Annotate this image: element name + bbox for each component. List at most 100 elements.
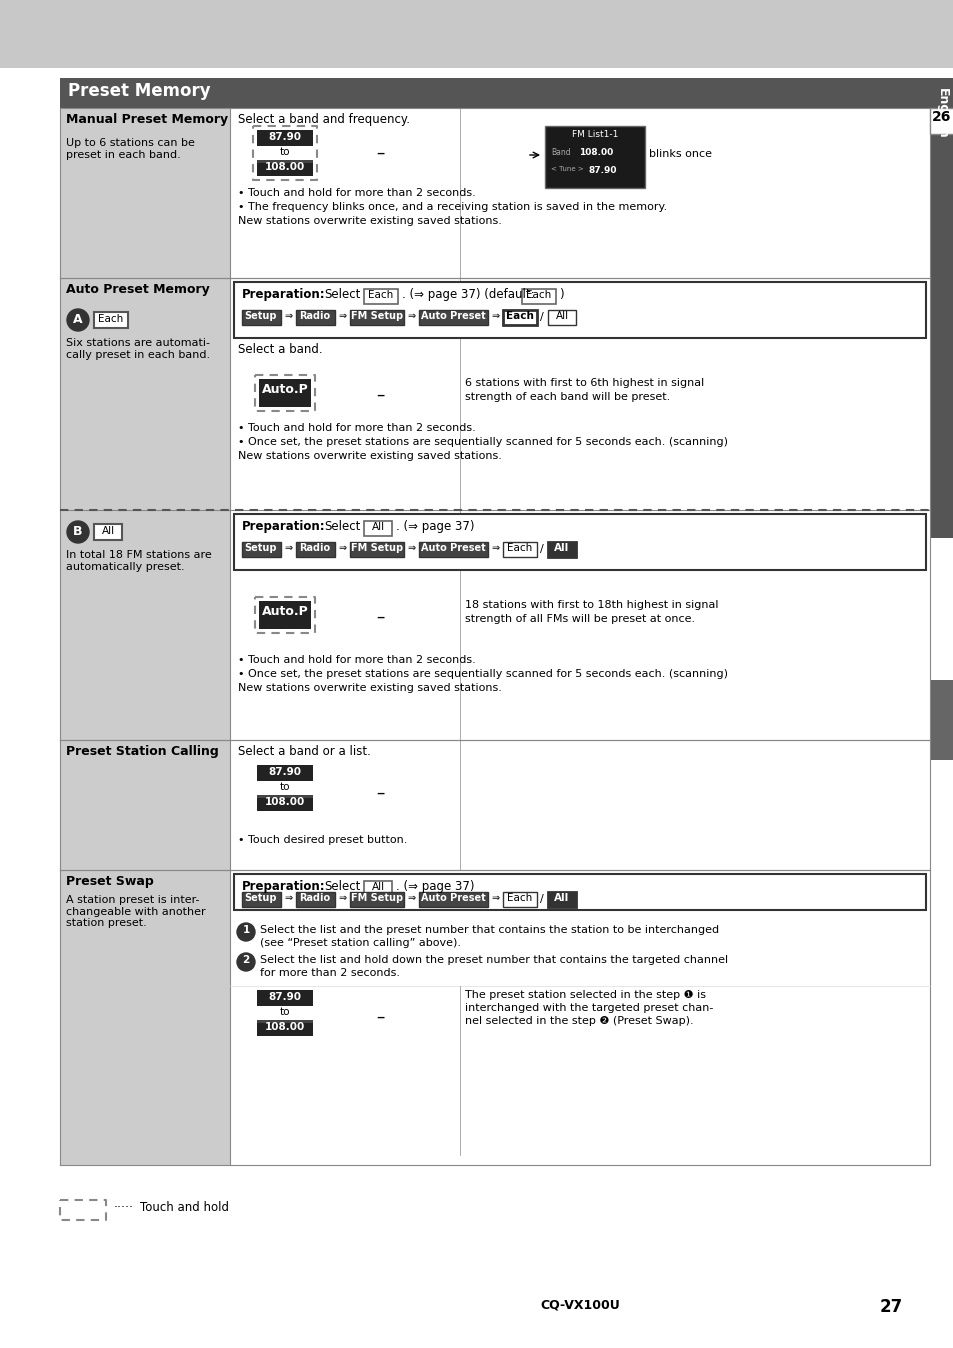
- Bar: [256, 129, 313, 146]
- Text: • Touch and hold for more than 2 seconds.: • Touch and hold for more than 2 seconds…: [237, 423, 476, 433]
- Text: ⇒: ⇒: [491, 311, 498, 321]
- Text: A station preset is inter-
changeable with another
station preset.: A station preset is inter- changeable wi…: [66, 895, 206, 929]
- Bar: [364, 882, 392, 896]
- Bar: [502, 310, 537, 325]
- Text: 1: 1: [242, 925, 250, 936]
- Text: • The frequency blinks once, and a receiving station is saved in the memory.: • The frequency blinks once, and a recei…: [237, 202, 666, 212]
- Text: Select: Select: [324, 520, 360, 532]
- Text: All: All: [554, 892, 569, 903]
- Text: B: B: [73, 524, 83, 538]
- Bar: [295, 542, 335, 557]
- Text: Each: Each: [98, 314, 124, 324]
- Bar: [242, 892, 281, 907]
- Bar: [547, 310, 576, 325]
- Text: Auto Preset: Auto Preset: [420, 543, 485, 553]
- Bar: [521, 288, 556, 305]
- Text: ⇒: ⇒: [407, 543, 415, 553]
- Text: 87.90: 87.90: [268, 992, 301, 1002]
- Text: Six stations are automati-
cally preset in each band.: Six stations are automati- cally preset …: [66, 338, 210, 360]
- Bar: [60, 108, 230, 278]
- Text: strength of all FMs will be preset at once.: strength of all FMs will be preset at on…: [464, 613, 695, 624]
- Bar: [256, 160, 313, 177]
- Text: • Touch and hold for more than 2 seconds.: • Touch and hold for more than 2 seconds…: [237, 187, 476, 198]
- Text: Setup: Setup: [245, 892, 277, 903]
- Text: Auto.P: Auto.P: [261, 383, 308, 396]
- Text: Radio: Radio: [299, 311, 331, 321]
- Bar: [418, 892, 488, 907]
- Circle shape: [67, 520, 89, 543]
- Text: ⇒: ⇒: [491, 543, 498, 553]
- Text: Auto Preset: Auto Preset: [420, 311, 485, 321]
- Text: Up to 6 stations can be
preset in each band.: Up to 6 stations can be preset in each b…: [66, 137, 194, 159]
- Text: –: –: [375, 1008, 384, 1026]
- Bar: [230, 108, 929, 278]
- Text: • Touch desired preset button.: • Touch desired preset button.: [237, 834, 407, 845]
- Text: –: –: [375, 386, 384, 404]
- Bar: [230, 740, 929, 869]
- Text: to: to: [279, 782, 290, 793]
- Bar: [929, 679, 953, 760]
- Text: Preset Memory: Preset Memory: [68, 82, 211, 100]
- Text: (see “Preset station calling” above).: (see “Preset station calling” above).: [260, 938, 460, 948]
- Text: All: All: [371, 522, 384, 532]
- Bar: [502, 542, 537, 557]
- Text: –: –: [375, 608, 384, 625]
- Text: for more than 2 seconds.: for more than 2 seconds.: [260, 968, 399, 979]
- Text: to: to: [279, 1007, 290, 1016]
- Bar: [502, 892, 537, 907]
- Bar: [94, 524, 122, 541]
- Text: 26: 26: [931, 111, 951, 124]
- Text: Select a band and frequency.: Select a band and frequency.: [237, 113, 410, 125]
- Text: 2: 2: [242, 954, 250, 965]
- Text: A: A: [73, 313, 83, 326]
- Text: /: /: [539, 311, 543, 322]
- Bar: [242, 542, 281, 557]
- Text: 108.00: 108.00: [265, 162, 305, 173]
- Bar: [230, 869, 929, 1165]
- Text: In total 18 FM stations are
automatically preset.: In total 18 FM stations are automaticall…: [66, 550, 212, 572]
- Text: ⇒: ⇒: [407, 892, 415, 903]
- Text: FM Setup: FM Setup: [351, 892, 402, 903]
- Text: All: All: [554, 543, 569, 553]
- Text: 87.90: 87.90: [268, 132, 301, 142]
- Bar: [929, 78, 953, 538]
- Text: Select a band.: Select a band.: [237, 342, 322, 356]
- Text: ·····: ·····: [113, 1201, 133, 1215]
- Bar: [544, 125, 644, 187]
- Text: to: to: [279, 147, 290, 156]
- Text: FM Setup: FM Setup: [351, 311, 402, 321]
- Text: 108.00: 108.00: [265, 797, 305, 807]
- Text: New stations overwrite existing saved stations.: New stations overwrite existing saved st…: [237, 683, 501, 693]
- Text: blinks once: blinks once: [648, 150, 711, 159]
- Bar: [547, 892, 576, 907]
- Bar: [256, 989, 313, 1006]
- Circle shape: [236, 923, 254, 941]
- Text: Touch and hold: Touch and hold: [140, 1201, 229, 1215]
- Circle shape: [236, 953, 254, 971]
- Text: ⇒: ⇒: [284, 311, 292, 321]
- Text: 18 stations with first to 18th highest in signal: 18 stations with first to 18th highest i…: [464, 600, 718, 611]
- Text: Select: Select: [324, 880, 360, 892]
- Text: ⇒: ⇒: [407, 311, 415, 321]
- Text: 87.90: 87.90: [588, 166, 617, 175]
- Text: All: All: [101, 526, 114, 537]
- Text: Select the list and the preset number that contains the station to be interchang: Select the list and the preset number th…: [260, 925, 719, 936]
- Bar: [256, 1020, 313, 1037]
- Bar: [256, 795, 313, 811]
- Bar: [295, 310, 335, 325]
- Text: Preparation:: Preparation:: [242, 880, 325, 892]
- Text: /: /: [539, 545, 543, 554]
- Bar: [60, 869, 230, 1165]
- Bar: [233, 282, 925, 338]
- Bar: [350, 310, 403, 325]
- Text: Band: Band: [551, 148, 570, 156]
- Bar: [364, 520, 392, 537]
- Text: Preparation:: Preparation:: [242, 520, 325, 532]
- Text: ⇒: ⇒: [337, 543, 346, 553]
- Text: interchanged with the targeted preset chan-: interchanged with the targeted preset ch…: [464, 1003, 713, 1012]
- Bar: [295, 892, 335, 907]
- Text: All: All: [555, 311, 568, 321]
- Text: Preparation:: Preparation:: [242, 288, 325, 301]
- Text: Each: Each: [507, 892, 532, 903]
- Text: –: –: [375, 144, 384, 162]
